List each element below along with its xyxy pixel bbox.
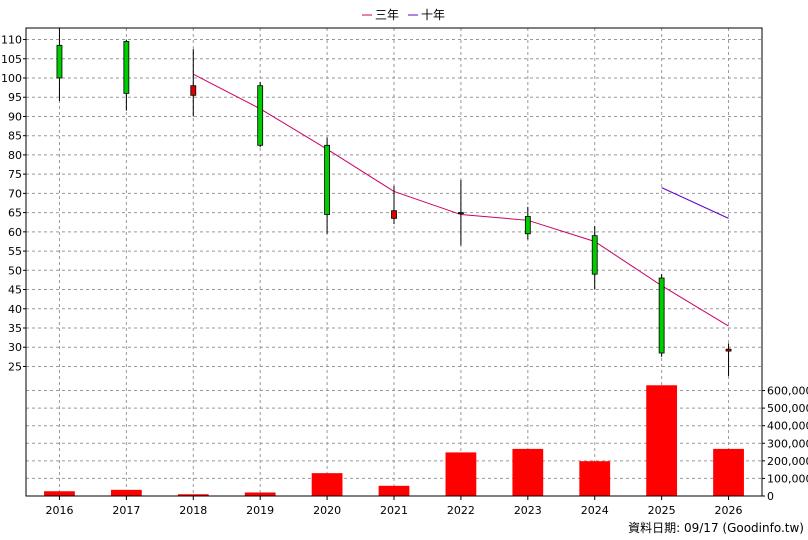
- x-tick-label: 2019: [246, 504, 274, 517]
- x-axis: 2016 2017 2018 2019 2020 2021 2022 2023 2024 2025…: [45, 496, 743, 517]
- data-source-label: 資料日期: 09/17 (Goodinfo.tw): [628, 521, 804, 535]
- price-tick-label: 85: [8, 130, 22, 143]
- price-tick-label: 35: [8, 322, 22, 335]
- volume-bar: [713, 448, 744, 496]
- volume-bars: [44, 385, 744, 496]
- x-tick-label: 2023: [514, 504, 542, 517]
- candle-body: [591, 235, 598, 275]
- price-tick-label: 55: [8, 245, 22, 258]
- candle-body: [725, 348, 732, 352]
- volume-bar: [378, 485, 410, 496]
- x-tick-label: 2018: [179, 504, 207, 517]
- volume-tick-label: 500,000: [767, 402, 808, 415]
- volume-bar: [311, 473, 343, 496]
- volume-tick-label: 300,000: [767, 437, 808, 450]
- candle-body: [458, 212, 464, 215]
- candle-body: [257, 85, 264, 146]
- price-tick-label: 65: [8, 207, 22, 220]
- volume-bar: [110, 489, 142, 496]
- price-tick-label: 110: [1, 34, 22, 47]
- volume-tick-label: 200,000: [767, 455, 808, 468]
- price-tick-label: 90: [8, 110, 22, 123]
- volume-bar: [579, 461, 611, 496]
- volume-tick-label: 0: [767, 490, 774, 503]
- price-axis: 25 30 35 40 45 50 55 60 65 70 75 80 85 90 95 100 105 110: [1, 34, 26, 373]
- candle-body: [391, 210, 397, 219]
- legend-label-10yr: 十年: [421, 8, 445, 22]
- volume-bar: [44, 491, 75, 496]
- candle-body: [658, 277, 665, 354]
- x-tick-label: 2024: [581, 504, 609, 517]
- x-tick-label: 2020: [313, 504, 341, 517]
- candle-body: [524, 216, 531, 235]
- legend-label-3yr: 三年: [375, 8, 399, 22]
- price-tick-label: 75: [8, 168, 22, 181]
- volume-bar: [244, 492, 276, 496]
- price-tick-label: 25: [8, 360, 22, 373]
- price-tick-label: 70: [8, 187, 22, 200]
- volume-bar: [512, 448, 544, 496]
- volume-axis: 0 100,000 200,000 300,000 400,000 500,000 600,…: [762, 385, 808, 503]
- price-tick-label: 50: [8, 264, 22, 277]
- price-tick-label: 100: [1, 72, 22, 85]
- x-tick-label: 2016: [45, 504, 73, 517]
- volume-tick-label: 400,000: [767, 420, 808, 433]
- x-tick-label: 2017: [112, 504, 140, 517]
- x-tick-label: 2026: [715, 504, 743, 517]
- volume-bar: [177, 494, 209, 496]
- volume-tick-label: 100,000: [767, 472, 808, 485]
- price-tick-label: 105: [1, 53, 22, 66]
- ma-line: [661, 187, 729, 219]
- candle-body: [324, 144, 330, 215]
- price-tick-label: 95: [8, 91, 22, 104]
- volume-bar: [445, 452, 477, 496]
- candle-body: [56, 44, 63, 79]
- price-tick-label: 30: [8, 341, 22, 354]
- candlesticks: [56, 28, 732, 377]
- price-tick-label: 60: [8, 226, 22, 239]
- x-tick-label: 2025: [648, 504, 676, 517]
- price-tick-label: 80: [8, 149, 22, 162]
- candle-body: [190, 85, 197, 96]
- price-tick-label: 45: [8, 284, 22, 297]
- price-tick-label: 40: [8, 303, 22, 316]
- legend: 三年 十年: [362, 8, 445, 22]
- volume-tick-label: 600,000: [767, 385, 808, 398]
- x-tick-label: 2022: [447, 504, 475, 517]
- volume-bar: [646, 385, 678, 496]
- x-tick-label: 2021: [380, 504, 408, 517]
- candle-body: [123, 41, 130, 94]
